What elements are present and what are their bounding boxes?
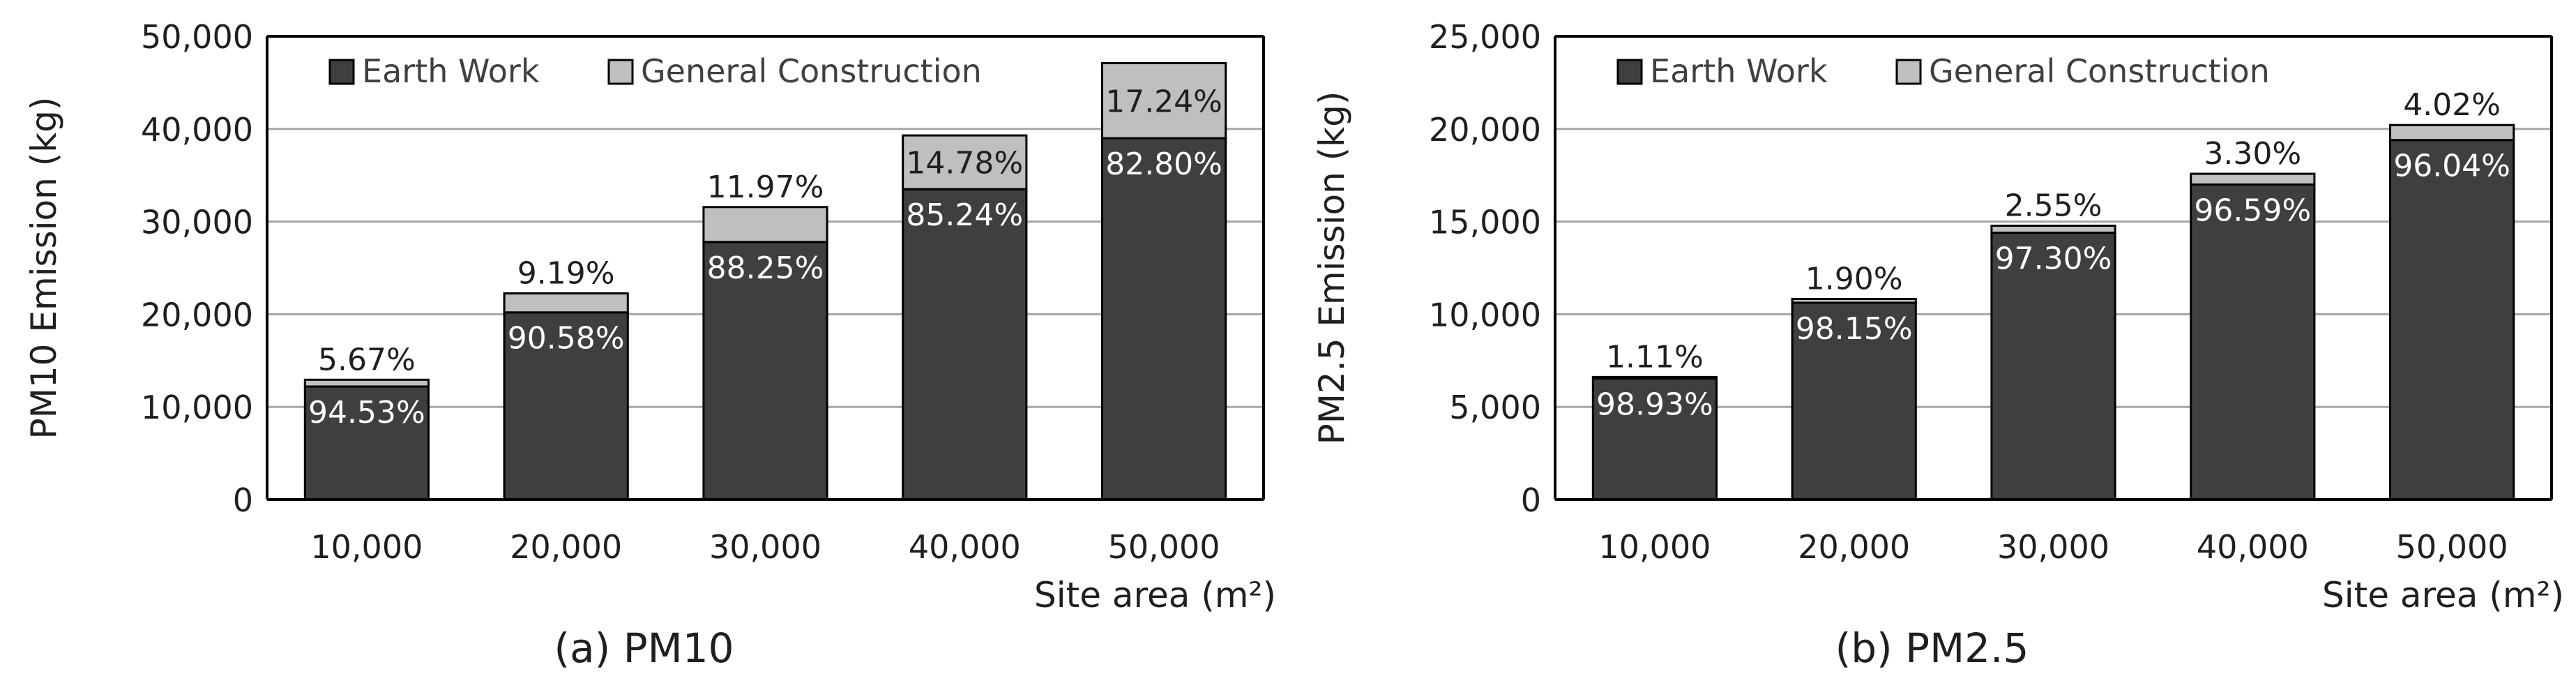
y-tick-label: 30,000 bbox=[141, 204, 253, 241]
data-label-earth-work: 90.58% bbox=[508, 321, 625, 357]
data-label-earth-work: 85.24% bbox=[906, 197, 1023, 233]
legend-swatch-general-construction bbox=[1895, 59, 1922, 85]
data-label-general-construction: 4.02% bbox=[2403, 87, 2501, 123]
y-tick-label: 50,000 bbox=[141, 18, 253, 56]
data-label-earth-work: 96.04% bbox=[2393, 149, 2510, 184]
bar-general-construction bbox=[503, 292, 629, 314]
x-tick-label: 20,000 bbox=[510, 528, 622, 566]
data-label-general-construction: 11.97% bbox=[707, 170, 824, 205]
bar-earth-work bbox=[1990, 232, 2116, 501]
y-tick-label: 20,000 bbox=[141, 296, 253, 333]
bar-general-construction bbox=[1791, 297, 1917, 304]
x-axis-title: Site area (m²) bbox=[2322, 575, 2564, 614]
bar-earth-work bbox=[303, 385, 430, 501]
legend-label-earth-work: Earth Work bbox=[362, 52, 540, 90]
bar-general-construction bbox=[2389, 123, 2515, 142]
y-axis-title: PM10 Emission (kg) bbox=[24, 97, 64, 440]
bar-earth-work bbox=[1101, 137, 1227, 501]
data-label-earth-work: 82.80% bbox=[1105, 147, 1222, 182]
chart-panel-pm25: 0 5,000 10,000 15,000 20,000 25,000 98.93% 1.11… bbox=[1288, 0, 2576, 697]
chart-caption-pm25: (b) PM2.5 bbox=[1835, 624, 2029, 672]
y-tick-label: 20,000 bbox=[1429, 111, 1541, 149]
legend-swatch-earth-work bbox=[1616, 59, 1643, 85]
legend-label-general-construction: General Construction bbox=[641, 52, 982, 90]
data-label-earth-work: 98.15% bbox=[1796, 311, 1913, 347]
data-label-general-construction: 1.11% bbox=[1606, 339, 1704, 375]
bar-earth-work bbox=[902, 188, 1028, 501]
bar-general-construction bbox=[1101, 62, 1227, 140]
y-tick-label: 10,000 bbox=[1429, 296, 1541, 333]
x-tick-label: 40,000 bbox=[909, 528, 1021, 566]
data-label-general-construction: 3.30% bbox=[2204, 136, 2301, 172]
data-label-general-construction: 9.19% bbox=[517, 256, 615, 292]
data-label-general-construction: 1.90% bbox=[1805, 261, 1903, 297]
bar-earth-work bbox=[2389, 139, 2515, 501]
bar-general-construction bbox=[303, 378, 430, 388]
data-label-earth-work: 97.30% bbox=[1995, 241, 2112, 277]
x-tick-label: 40,000 bbox=[2197, 528, 2309, 566]
x-tick-label: 50,000 bbox=[2396, 528, 2508, 566]
legend-label-general-construction: General Construction bbox=[1929, 52, 2270, 90]
bar-general-construction bbox=[2190, 172, 2316, 186]
x-tick-label: 10,000 bbox=[310, 528, 423, 566]
data-label-general-construction: 17.24% bbox=[1105, 84, 1222, 119]
x-tick-label: 30,000 bbox=[1997, 528, 2109, 566]
data-label-earth-work: 88.25% bbox=[707, 250, 824, 286]
chart-pm25: 0 5,000 10,000 15,000 20,000 25,000 98.93% 1.11… bbox=[1312, 18, 2564, 615]
y-axis-title: PM2.5 Emission (kg) bbox=[1312, 91, 1352, 445]
data-label-general-construction: 2.55% bbox=[2005, 188, 2103, 223]
legend-swatch-general-construction bbox=[607, 59, 634, 85]
y-tick-label: 10,000 bbox=[141, 389, 253, 426]
chart-pm10: 0 10,000 20,000 30,000 40,000 50,000 94.53% 5.6… bbox=[24, 18, 1276, 615]
data-label-earth-work: 96.59% bbox=[2194, 193, 2311, 228]
chart-caption-pm10: (a) PM10 bbox=[554, 624, 734, 672]
y-tick-label: 0 bbox=[233, 481, 253, 519]
y-tick-label: 5,000 bbox=[1449, 389, 1541, 426]
x-tick-label: 30,000 bbox=[709, 528, 821, 566]
data-label-earth-work: 98.93% bbox=[1596, 387, 1713, 422]
data-label-general-construction: 5.67% bbox=[318, 342, 416, 377]
bar-earth-work bbox=[1791, 301, 1917, 501]
bar-earth-work bbox=[702, 241, 828, 501]
bar-earth-work bbox=[2190, 183, 2316, 501]
x-tick-label: 10,000 bbox=[1598, 528, 1711, 566]
data-label-general-construction: 14.78% bbox=[906, 146, 1023, 181]
y-tick-label: 40,000 bbox=[141, 111, 253, 149]
y-tick-label: 15,000 bbox=[1429, 204, 1541, 241]
y-tick-label: 0 bbox=[1521, 481, 1541, 519]
bar-general-construction bbox=[1990, 224, 2116, 234]
x-tick-label: 20,000 bbox=[1798, 528, 1910, 566]
legend-label-earth-work: Earth Work bbox=[1650, 52, 1828, 90]
bar-general-construction bbox=[1591, 375, 1718, 380]
bar-general-construction bbox=[702, 206, 828, 243]
y-tick-label: 25,000 bbox=[1429, 18, 1541, 56]
x-axis-title: Site area (m²) bbox=[1034, 575, 1276, 614]
legend-swatch-earth-work bbox=[328, 59, 355, 85]
x-tick-label: 50,000 bbox=[1108, 528, 1220, 566]
bar-general-construction bbox=[902, 134, 1028, 190]
chart-panel-pm10: 0 10,000 20,000 30,000 40,000 50,000 94.53% 5.6… bbox=[24, 18, 1276, 672]
data-label-earth-work: 94.53% bbox=[308, 395, 425, 430]
